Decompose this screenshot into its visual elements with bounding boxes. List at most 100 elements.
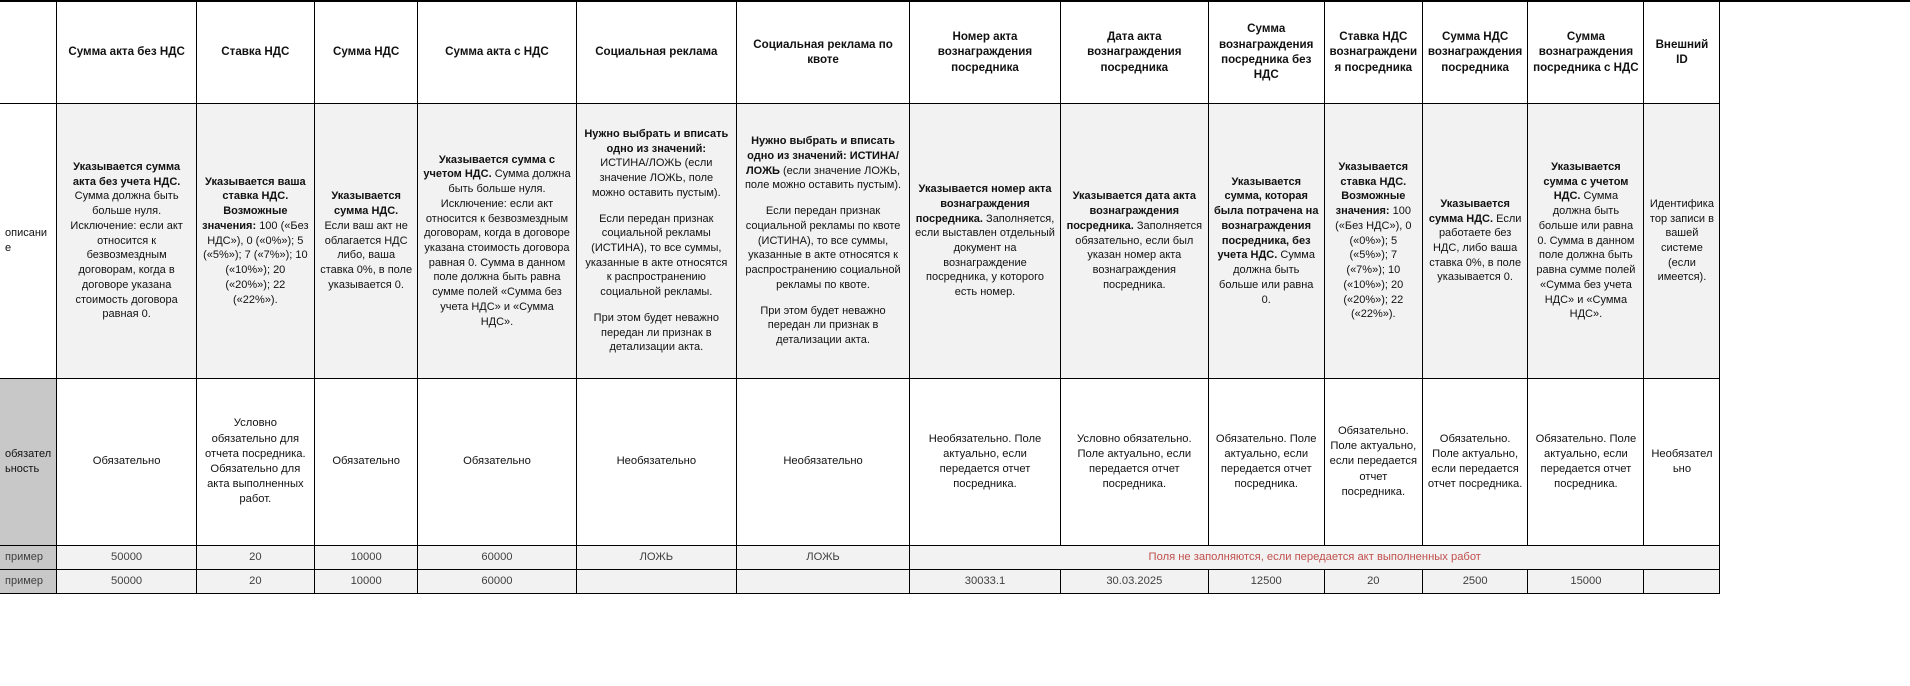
description-vat_rate: Указывается ваша ставка НДС. Возможные з… <box>195 103 315 379</box>
requirement-external_id: Необязательно <box>1643 378 1721 546</box>
description-lead: Указывается дата акта вознаграждения пос… <box>1066 190 1196 232</box>
example2-agent_sum_with_vat: 15000 <box>1527 569 1645 594</box>
requirement-agent_vat_sum: Обязательно. Поле актуально, если переда… <box>1421 378 1529 546</box>
paragraph-gap <box>582 201 731 212</box>
description-body: Идентификатор записи в вашей системе (ес… <box>1649 197 1714 284</box>
example2-agent_act_number: 30033.1 <box>909 569 1061 594</box>
requirement-sum_no_vat: Обязательно <box>56 378 197 546</box>
example2-agent_vat_rate: 20 <box>1323 569 1423 594</box>
example1-social_ad_quota: ЛОЖЬ <box>736 545 911 570</box>
description-body: Если ваш акт не облагается НДС либо, ваш… <box>320 219 413 291</box>
example1-sum_with_vat: 60000 <box>417 545 577 570</box>
description-lead: Указывается сумма акта без учета НДС. <box>72 160 181 188</box>
description-agent_vat_rate: Указывается ставка НДС. Возможные значен… <box>1323 103 1423 379</box>
description-body: 100 («Без НДС»), 0 («0%»); 5 («5%»); 7 (… <box>203 219 309 306</box>
rowlabel-description: описание <box>0 103 58 379</box>
description-lead: Указывается сумма НДС. <box>331 190 401 218</box>
example2-social_ad <box>575 569 738 594</box>
example-row-2: пример 50000 20 10000 60000 30033.1 30.0… <box>0 569 1910 594</box>
column-header-sum_no_vat: Сумма акта без НДС <box>56 0 197 104</box>
description-agent_vat_sum: Указывается сумма НДС. Если работаете бе… <box>1421 103 1529 379</box>
description-agent_act_number: Указывается номер акта вознаграждения по… <box>909 103 1061 379</box>
description-paragraph-3: При этом будет неважно передан ли призна… <box>593 311 719 354</box>
description-lead: Указывается ставка НДС. Возможные значен… <box>1335 160 1409 218</box>
example2-sum_no_vat: 50000 <box>56 569 197 594</box>
description-body: Сумма должна быть больше или равна 0. Су… <box>1536 190 1636 321</box>
rowlabel-requirement: обязательность <box>0 378 58 546</box>
description-body: Сумма должна быть больше нуля. Исключени… <box>424 168 571 328</box>
description-lead: Нужно выбрать и вписать одно из значений… <box>745 135 899 177</box>
example2-tail-blank <box>1719 569 1910 594</box>
requirement-agent_vat_rate: Обязательно. Поле актуально, если переда… <box>1323 378 1423 546</box>
description-paragraph-2: Если передан признак социальной рекламы … <box>745 205 901 291</box>
description-agent_sum_no_vat: Указывается сумма, которая была потрачен… <box>1207 103 1325 379</box>
example2-sum_with_vat: 60000 <box>417 569 577 594</box>
description-lead: Указывается сумма с учетом НДС. <box>1543 160 1629 203</box>
column-header-agent_sum_with_vat: Сумма вознаграждения посредника с НДС <box>1527 0 1645 104</box>
description-social_ad_quota: Нужно выбрать и вписать одно из значений… <box>736 103 911 379</box>
description-body: Заполняется, если выставлен отдельный до… <box>915 212 1055 299</box>
paragraph-gap <box>742 293 904 304</box>
description-agent_act_date: Указывается дата акта вознаграждения пос… <box>1059 103 1209 379</box>
description-body: 100 («Без НДС»), 0 («0%»); 5 («5%»); 7 (… <box>1335 205 1412 321</box>
example2-vat_rate: 20 <box>195 569 315 594</box>
example2-vat_sum: 10000 <box>313 569 419 594</box>
column-header-agent_sum_no_vat: Сумма вознаграждения посредника без НДС <box>1207 0 1325 104</box>
example1-sum_no_vat: 50000 <box>56 545 197 570</box>
column-header-agent_act_number: Номер акта вознаграждения посредника <box>909 0 1061 104</box>
description-body: ИСТИНА/ЛОЖЬ (если значение ЛОЖЬ, поле мо… <box>591 157 721 199</box>
description-lead: Указывается ваша ставка НДС. Возможные з… <box>202 175 306 232</box>
requirement-social_ad: Необязательно <box>575 378 738 546</box>
example2-agent_act_date: 30.03.2025 <box>1059 569 1209 594</box>
description-body: (если значение ЛОЖЬ, поле можно оставить… <box>744 164 902 192</box>
example2-external_id <box>1643 569 1721 594</box>
example2-agent_vat_sum: 2500 <box>1421 569 1529 594</box>
description-lead: Нужно выбрать и вписать одно из значений… <box>584 127 729 155</box>
requirement-tail-blank <box>1719 378 1910 546</box>
column-header-vat_rate: Ставка НДС <box>195 0 315 104</box>
description-lead: Указывается сумма НДС. <box>1428 197 1510 225</box>
example1-vat_rate: 20 <box>195 545 315 570</box>
description-lead: Указывается сумма, которая была потрачен… <box>1213 175 1319 262</box>
table-header-row: Сумма акта без НДС Ставка НДС Сумма НДС … <box>0 0 1910 104</box>
example-row-1: пример 50000 20 10000 60000 ЛОЖЬ ЛОЖЬ По… <box>0 545 1910 570</box>
requirement-sum_with_vat: Обязательно <box>417 378 577 546</box>
description-paragraph-3: При этом будет неважно передан ли призна… <box>760 304 886 347</box>
requirement-row: обязательность Обязательно Условно обяза… <box>0 378 1910 546</box>
example1-vat_sum: 10000 <box>313 545 419 570</box>
header-tail-blank <box>1719 0 1910 104</box>
description-lead: Указывается сумма с учетом НДС. <box>423 153 556 181</box>
column-header-external_id: Внешний ID <box>1643 0 1721 104</box>
paragraph-gap <box>582 300 731 311</box>
column-header-vat_sum: Сумма НДС <box>313 0 419 104</box>
header-rowlabel-blank <box>0 0 58 104</box>
example1-social_ad: ЛОЖЬ <box>575 545 738 570</box>
column-header-sum_with_vat: Сумма акта с НДС <box>417 0 577 104</box>
requirement-agent_sum_no_vat: Обязательно. Поле актуально, если переда… <box>1207 378 1325 546</box>
description-body: Сумма должна быть больше или равна 0. <box>1219 249 1315 306</box>
description-body: Сумма должна быть больше нуля. Исключени… <box>70 190 183 321</box>
example2-social_ad_quota <box>736 569 911 594</box>
description-tail-blank <box>1719 103 1910 379</box>
column-header-social_ad: Социальная реклама <box>575 0 738 104</box>
field-specification-table: Сумма акта без НДС Ставка НДС Сумма НДС … <box>0 0 1910 594</box>
requirement-agent_act_date: Условно обязательно. Поле актуально, есл… <box>1059 378 1209 546</box>
requirement-social_ad_quota: Необязательно <box>736 378 911 546</box>
column-header-agent_vat_rate: Ставка НДС вознаграждения посредника <box>1323 0 1423 104</box>
example1-tail-blank <box>1719 545 1910 570</box>
description-social_ad: Нужно выбрать и вписать одно из значений… <box>575 103 738 379</box>
description-row: описание Указывается сумма акта без учет… <box>0 103 1910 379</box>
column-header-agent_vat_sum: Сумма НДС вознаграждения посредника <box>1421 0 1529 104</box>
paragraph-gap <box>742 193 904 204</box>
description-lead: Указывается номер акта вознаграждения по… <box>915 183 1052 225</box>
requirement-agent_sum_with_vat: Обязательно. Поле актуально, если переда… <box>1527 378 1645 546</box>
description-body: Заполняется обязательно, если был указан… <box>1075 219 1203 291</box>
description-agent_sum_with_vat: Указывается сумма с учетом НДС. Сумма до… <box>1527 103 1645 379</box>
description-sum_with_vat: Указывается сумма с учетом НДС. Сумма до… <box>417 103 577 379</box>
description-paragraph-2: Если передан признак социальной рекламы … <box>585 212 728 299</box>
column-header-social_ad_quota: Социальная реклама по квоте <box>736 0 911 104</box>
column-header-agent_act_date: Дата акта вознаграждения посредника <box>1059 0 1209 104</box>
requirement-agent_act_number: Необязательно. Поле актуально, если пере… <box>909 378 1061 546</box>
description-sum_no_vat: Указывается сумма акта без учета НДС. Су… <box>56 103 197 379</box>
